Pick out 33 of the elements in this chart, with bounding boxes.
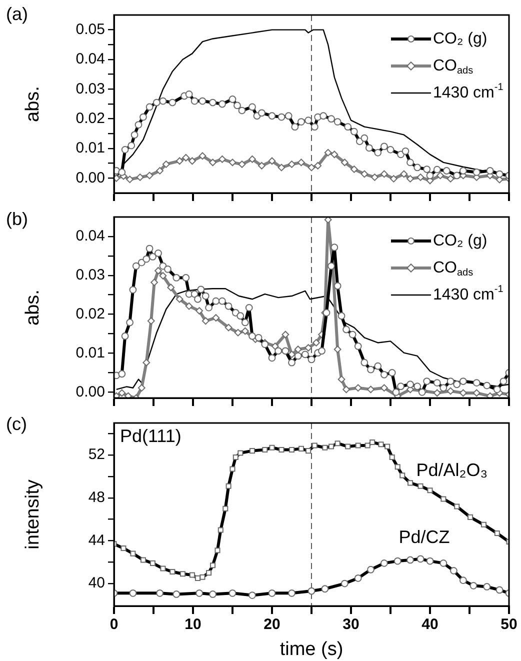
y-tick-label: 0.02 <box>76 110 105 127</box>
legend-label: CO₂ (g) <box>433 30 488 48</box>
x-axis-title: time (s) <box>280 638 344 660</box>
y-tick-label: 0.05 <box>76 20 105 38</box>
y-tick-label: 0.03 <box>76 80 105 98</box>
y-tick-label: 0.04 <box>76 50 105 68</box>
y-tick-label: 0.01 <box>76 140 105 157</box>
y-tick-label: 52 <box>88 446 105 464</box>
annotation: Pd(111) <box>120 426 182 446</box>
x-tick-label: 50 <box>500 616 518 634</box>
y-axis-title: abs. <box>22 290 44 326</box>
y-tick-label: 0.00 <box>76 383 105 400</box>
y-tick-label: 0.02 <box>76 305 105 322</box>
legend-label: CO₂ (g) <box>433 232 488 250</box>
y-tick-label: 48 <box>88 489 105 506</box>
chart-title: (b) <box>6 208 28 229</box>
y-tick-label: 0.00 <box>76 169 105 186</box>
series-label: Pd/CZ <box>398 526 450 547</box>
x-tick-label: 0 <box>110 616 118 634</box>
x-tick-label: 10 <box>184 616 202 634</box>
x-tick-label: 20 <box>264 616 280 634</box>
chart-title: (c) <box>6 414 27 434</box>
x-tick-label: 30 <box>342 616 360 634</box>
y-axis-title: intensity <box>22 479 44 550</box>
y-tick-label: 40 <box>88 574 105 592</box>
y-tick-label: 44 <box>88 532 105 549</box>
series-label: Pd/Al₂O₃ <box>416 460 488 480</box>
y-tick-label: 0.04 <box>76 228 105 245</box>
x-tick-label: 40 <box>422 616 438 634</box>
y-tick-label: 0.03 <box>76 266 105 284</box>
chart-title: (a) <box>6 4 28 24</box>
y-axis-title: abs. <box>22 86 44 122</box>
y-tick-label: 0.01 <box>76 344 105 362</box>
